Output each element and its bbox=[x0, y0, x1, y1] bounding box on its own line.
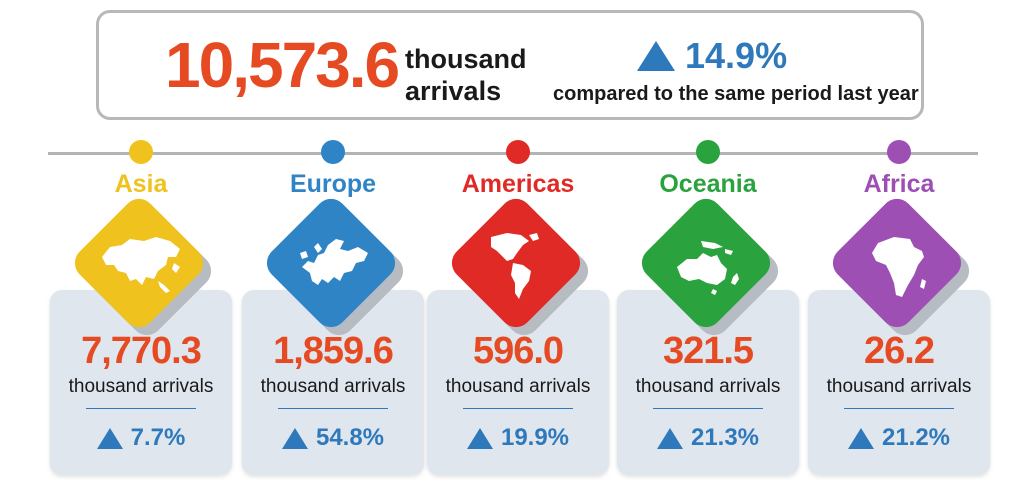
region-change-pct: 54.8% bbox=[315, 424, 385, 451]
triangle-up-icon bbox=[656, 427, 683, 449]
region-name: Asia bbox=[114, 170, 168, 198]
americas-map-icon bbox=[491, 233, 539, 299]
region-dot bbox=[129, 140, 153, 164]
total-change-note: compared to the same period last year bbox=[553, 83, 919, 105]
region-change: 7.7% bbox=[56, 424, 226, 452]
region-unit: thousand arrivals bbox=[826, 376, 972, 397]
region-dot bbox=[506, 140, 530, 164]
region-value: 7,770.3 bbox=[81, 330, 202, 372]
total-arrivals-value: 10,573.6 bbox=[165, 29, 400, 101]
region-change-pct: 21.2% bbox=[881, 424, 951, 451]
region-dot bbox=[321, 140, 345, 164]
region-africa: Africa 26.2 thousand arrivals 21.2% bbox=[808, 140, 990, 480]
region-change-pct: 21.3% bbox=[690, 424, 760, 451]
region-change: 19.9% bbox=[433, 424, 603, 452]
divider bbox=[463, 408, 573, 409]
region-name: Europe bbox=[289, 170, 377, 198]
region-badge bbox=[68, 192, 218, 342]
region-change-pct: 7.7% bbox=[130, 424, 186, 451]
region-value: 26.2 bbox=[864, 330, 935, 372]
triangle-up-icon bbox=[96, 427, 123, 449]
region-badge bbox=[260, 192, 410, 342]
africa-map-icon bbox=[872, 237, 926, 297]
divider bbox=[844, 408, 954, 409]
triangle-up-icon bbox=[637, 41, 675, 71]
region-badge bbox=[635, 192, 785, 342]
total-unit-line1: thousand bbox=[405, 44, 527, 74]
asia-map-icon bbox=[102, 237, 180, 293]
region-change: 21.2% bbox=[814, 424, 984, 452]
divider bbox=[86, 408, 196, 409]
region-badge bbox=[445, 192, 595, 342]
total-change: 14.9% bbox=[637, 35, 787, 77]
region-dot bbox=[887, 140, 911, 164]
region-value: 596.0 bbox=[472, 330, 564, 372]
divider bbox=[278, 408, 388, 409]
region-value: 321.5 bbox=[662, 330, 754, 372]
region-name: Africa bbox=[863, 170, 935, 198]
region-change: 21.3% bbox=[623, 424, 793, 452]
oceania-map-icon bbox=[677, 241, 739, 295]
total-change-pct: 14.9% bbox=[685, 35, 788, 76]
region-unit: thousand arrivals bbox=[445, 376, 591, 397]
triangle-up-icon bbox=[281, 427, 308, 449]
region-value: 1,859.6 bbox=[273, 330, 394, 372]
region-unit: thousand arrivals bbox=[635, 376, 781, 397]
region-dot bbox=[696, 140, 720, 164]
region-change-pct: 19.9% bbox=[500, 424, 570, 451]
region-europe: Europe 1,859.6 thousand arrivals 54.8% bbox=[242, 140, 424, 480]
region-badge bbox=[826, 192, 976, 342]
region-americas: Americas 596.0 thousand arrivals 19.9% bbox=[427, 140, 609, 480]
region-asia: Asia 7,770.3 thousand arrivals 7.7% bbox=[50, 140, 232, 480]
divider bbox=[653, 408, 763, 409]
region-oceania: Oceania 321.5 thousand arrivals 21.3% bbox=[617, 140, 799, 480]
europe-map-icon bbox=[300, 239, 368, 285]
region-change: 54.8% bbox=[248, 424, 418, 452]
total-arrivals-unit: thousand arrivals bbox=[405, 43, 527, 107]
total-unit-line2: arrivals bbox=[405, 76, 502, 106]
region-name: Oceania bbox=[659, 170, 757, 198]
region-unit: thousand arrivals bbox=[68, 376, 214, 397]
region-unit: thousand arrivals bbox=[260, 376, 406, 397]
region-name: Americas bbox=[461, 170, 575, 198]
triangle-up-icon bbox=[466, 427, 493, 449]
triangle-up-icon bbox=[847, 427, 874, 449]
summary-box: 10,573.6 thousand arrivals 14.9% compare… bbox=[96, 10, 924, 120]
